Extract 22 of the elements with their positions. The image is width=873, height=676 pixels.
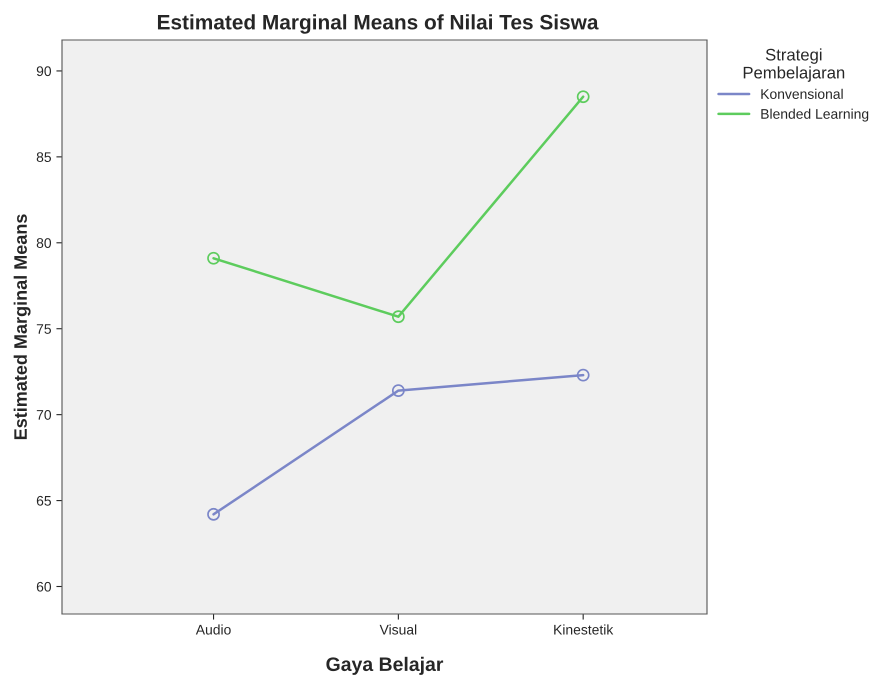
y-tick-label: 75	[36, 324, 52, 334]
point	[207, 252, 220, 265]
y-tick-label: 65	[36, 496, 52, 506]
y-tick-label: 85	[36, 152, 52, 162]
x-tick-label: Audio	[196, 624, 231, 635]
chart-title: Estimated Marginal Means of Nilai Tes Siswa	[158, 14, 599, 34]
y-tick-label: 90	[36, 66, 52, 76]
legend-label: Blended Learning	[761, 108, 868, 122]
point	[392, 384, 405, 397]
point	[576, 90, 590, 104]
x-axis-title: Gaya Belajar	[326, 656, 444, 675]
y-tick-label: 60	[36, 582, 52, 592]
x-tick-label: Kinestetik	[554, 624, 614, 635]
x-tick-label: Visual	[380, 624, 416, 635]
point	[207, 508, 220, 521]
point	[392, 310, 405, 324]
legend-label: Konvensional	[761, 88, 843, 99]
y-tick-label: 80	[36, 238, 52, 248]
legend-title: Strategi Pembelajaran	[744, 48, 844, 82]
point	[576, 368, 590, 382]
y-tick-label: 70	[36, 410, 52, 420]
y-axis-title: Estimated Marginal Means	[14, 214, 31, 440]
